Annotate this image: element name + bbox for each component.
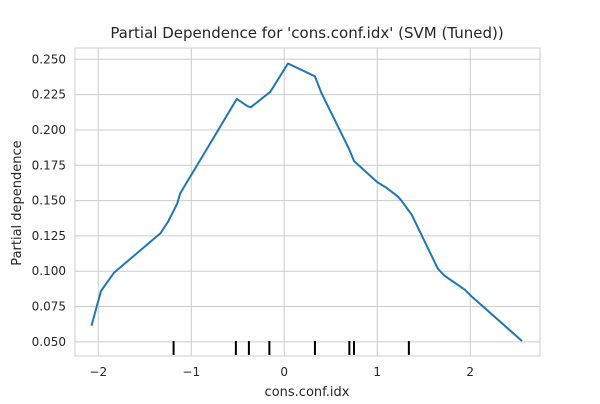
partial-dependence-line: [90, 62, 523, 342]
y-tick-label: 0.125: [32, 229, 66, 243]
grid: [75, 48, 540, 356]
y-tick-label: 0.225: [32, 88, 66, 102]
y-tick-label: 0.150: [32, 194, 66, 208]
y-tick-label: 0.200: [32, 123, 66, 137]
y-tick-label: 0.050: [32, 335, 66, 349]
plot-frame: [74, 47, 541, 357]
plot-area: [74, 47, 541, 357]
series-layer: [90, 62, 523, 342]
y-tick-label: 0.175: [32, 158, 66, 172]
x-tick-label: 1: [373, 365, 381, 379]
x-tick-label: −2: [89, 365, 107, 379]
x-axis-ticks: −2 −1 0 1 2: [89, 365, 474, 379]
y-tick-label: 0.100: [32, 264, 66, 278]
y-axis-ticks: 0.050 0.075 0.100 0.125 0.150 0.175 0.200 0.225…: [32, 52, 66, 349]
y-tick-label: 0.075: [32, 300, 66, 314]
x-tick-label: −1: [182, 365, 200, 379]
x-tick-label: 0: [280, 365, 288, 379]
plot-background: [75, 48, 540, 356]
chart-title: Partial Dependence for 'cons.conf.idx' (…: [110, 24, 503, 42]
rug-layer: [172, 341, 410, 355]
y-axis-label: Partial dependence: [10, 140, 25, 265]
y-tick-label: 0.250: [32, 52, 66, 66]
x-tick-label: 2: [466, 365, 474, 379]
x-axis-label: cons.conf.idx: [265, 385, 350, 400]
